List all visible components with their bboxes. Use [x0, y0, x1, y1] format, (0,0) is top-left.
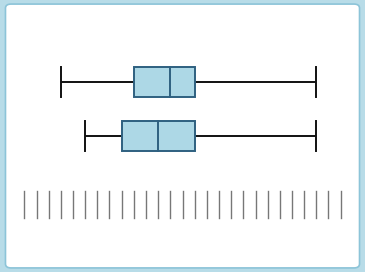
Bar: [122, 121, 195, 151]
Bar: [134, 67, 195, 97]
